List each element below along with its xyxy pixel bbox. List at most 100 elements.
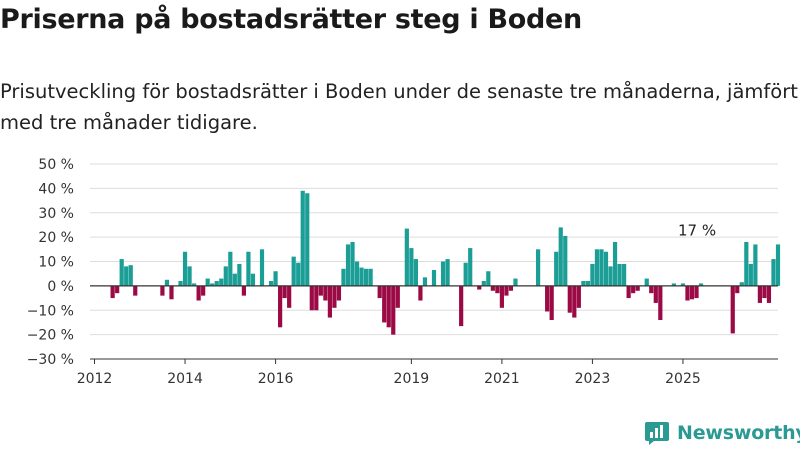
bar (431, 270, 437, 286)
bar (314, 285, 319, 311)
tick-labels: −30 % −20 % −10 % 0 % 10 % 20 % 30 % 40 % 50 % 20… (27, 157, 716, 387)
bar (563, 235, 568, 286)
bar (359, 267, 364, 286)
bar (241, 285, 246, 296)
bar (404, 228, 409, 286)
bar (210, 283, 215, 286)
bar (246, 251, 251, 286)
y-tick-label: 40 % (38, 181, 74, 197)
bar (671, 283, 676, 286)
bar (631, 285, 636, 294)
bar (223, 266, 228, 286)
bar (730, 285, 735, 334)
bar (685, 285, 690, 301)
bar (775, 244, 781, 286)
bar (259, 249, 265, 286)
bar (278, 285, 283, 328)
axes (90, 285, 778, 364)
bar (354, 261, 360, 286)
bar (608, 266, 613, 286)
bar (128, 265, 133, 286)
bar (377, 285, 382, 299)
bar (409, 248, 414, 286)
bar (237, 263, 242, 286)
bar (336, 285, 342, 301)
bar (201, 285, 206, 296)
bar (323, 285, 328, 301)
bar (187, 266, 192, 286)
bar (617, 263, 622, 286)
bar (739, 282, 744, 286)
bar (291, 256, 296, 286)
bar (590, 263, 595, 286)
chart-title: Priserna på bostadsrätter steg i Boden (0, 4, 582, 35)
y-tick-label: 0 % (47, 279, 74, 295)
bar (495, 285, 500, 294)
bar (133, 285, 138, 296)
bar (680, 283, 686, 286)
bar (594, 249, 600, 286)
bar (382, 285, 387, 323)
bar (459, 285, 464, 327)
bar (644, 278, 649, 286)
bar (318, 285, 323, 296)
bar (440, 261, 446, 286)
bar (119, 259, 124, 286)
bar (757, 285, 762, 303)
bar (653, 285, 658, 303)
bar (368, 268, 373, 286)
bar (214, 281, 219, 286)
bar (205, 278, 210, 286)
bar (554, 251, 559, 286)
y-tick-label: 20 % (38, 230, 74, 246)
y-tick-label: −10 % (27, 303, 74, 319)
annotation-label: 17 % (678, 221, 716, 239)
bar (545, 285, 550, 312)
bar (649, 285, 654, 294)
bar (635, 285, 640, 291)
x-tick-label: 2016 (258, 371, 294, 387)
bar (622, 263, 627, 286)
bar (513, 278, 518, 286)
bar (694, 285, 699, 299)
bar (766, 285, 772, 303)
bar (273, 271, 278, 286)
bar (282, 285, 287, 299)
x-tick-label: 2025 (665, 371, 701, 387)
bar (735, 285, 740, 294)
bar (508, 285, 514, 291)
bar (332, 285, 337, 308)
bar (250, 273, 256, 286)
bar (219, 278, 224, 286)
bar (744, 242, 749, 286)
bar (350, 242, 355, 286)
y-tick-label: −20 % (27, 328, 74, 344)
y-tick-label: 10 % (38, 255, 74, 271)
bar (341, 268, 346, 286)
bar (169, 285, 174, 300)
bar (536, 249, 541, 286)
bar (658, 285, 663, 321)
bar (345, 244, 351, 286)
bar (395, 285, 400, 308)
bar (309, 285, 314, 311)
bar (499, 285, 504, 308)
bar (391, 285, 396, 335)
bar (599, 249, 604, 286)
bar (418, 285, 423, 301)
bar (463, 262, 468, 286)
bar (196, 285, 201, 301)
x-tick-label: 2021 (484, 371, 520, 387)
y-tick-label: 30 % (38, 206, 74, 222)
x-tick-label: 2014 (167, 371, 203, 387)
bar (268, 281, 274, 286)
bar (612, 242, 618, 286)
bar (413, 259, 418, 286)
bar (748, 263, 753, 286)
bar (753, 244, 758, 286)
y-tick-label: −30 % (27, 352, 74, 368)
bar (445, 259, 450, 286)
x-tick-label: 2023 (575, 371, 611, 387)
bar (567, 285, 572, 313)
bars (110, 190, 781, 335)
